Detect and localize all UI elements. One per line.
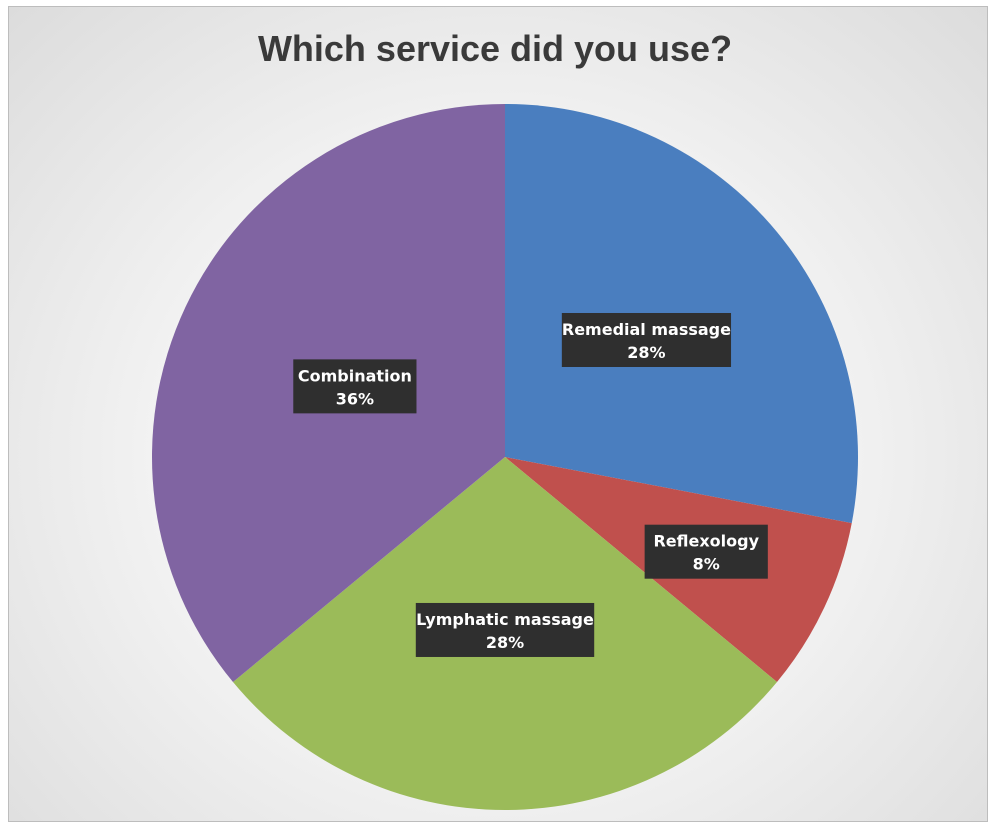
data-label-category: Reflexology bbox=[653, 532, 759, 551]
pie-slices bbox=[152, 104, 858, 810]
data-label-value: 28% bbox=[627, 343, 665, 362]
pie-data-labels: Remedial massage 28% Reflexology 8% Lymphati… bbox=[293, 312, 768, 657]
data-label-box bbox=[644, 524, 768, 579]
data-label-box bbox=[293, 359, 417, 414]
data-label-category: Lymphatic massage bbox=[416, 610, 594, 629]
data-label-box bbox=[415, 602, 595, 657]
chart-title: Which service did you use? bbox=[257, 28, 733, 69]
data-label-reflexology: Reflexology 8% bbox=[644, 524, 768, 579]
data-label-category: Combination bbox=[298, 366, 412, 385]
data-label-remedial-massage: Remedial massage 28% bbox=[561, 312, 732, 367]
data-label-lymphatic-massage: Lymphatic massage 28% bbox=[415, 602, 595, 657]
data-label-box bbox=[561, 312, 732, 367]
data-label-value: 36% bbox=[336, 389, 374, 408]
data-label-value: 28% bbox=[486, 633, 524, 652]
data-label-combination: Combination 36% bbox=[293, 359, 417, 414]
data-label-value: 8% bbox=[693, 555, 720, 574]
data-label-category: Remedial massage bbox=[562, 320, 731, 339]
